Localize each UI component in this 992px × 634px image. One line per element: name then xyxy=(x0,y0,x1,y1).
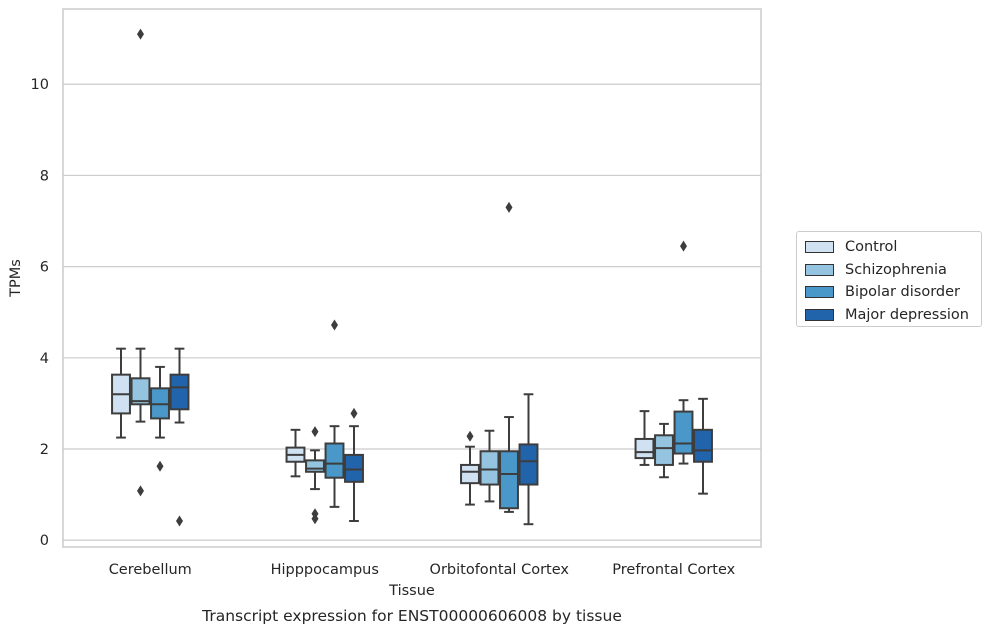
x-axis-label: Tissue xyxy=(388,583,435,599)
legend-swatch xyxy=(805,308,834,321)
box-3-3 xyxy=(693,397,713,495)
x-tick-label: Hipppocampus xyxy=(271,562,379,578)
x-tick-label: Cerebellum xyxy=(109,562,192,578)
outlier-point xyxy=(466,430,474,442)
legend-swatch xyxy=(805,263,834,276)
outlier-point xyxy=(156,460,164,472)
legend-swatch xyxy=(805,286,834,299)
box-2-1 xyxy=(479,429,500,503)
box-1-2 xyxy=(324,319,345,508)
outlier-point xyxy=(680,240,687,252)
box-0-2 xyxy=(150,365,170,472)
box-iqr xyxy=(460,463,480,485)
legend-swatch xyxy=(805,241,834,254)
y-tick-label: 4 xyxy=(40,351,49,367)
box-iqr xyxy=(130,377,151,406)
box-iqr xyxy=(499,450,519,510)
box-groups xyxy=(111,28,713,527)
y-tick-label: 10 xyxy=(31,77,49,93)
box-iqr xyxy=(344,453,364,483)
outlier-point xyxy=(311,426,319,438)
legend-label: Bipolar disorder xyxy=(845,284,960,301)
outlier-point xyxy=(137,28,144,40)
box-2-2 xyxy=(499,201,519,513)
box-iqr xyxy=(324,442,345,479)
legend-item: Major depression xyxy=(805,304,981,327)
box-1-0 xyxy=(285,428,306,478)
legend-item: Schizophrenia xyxy=(805,259,981,282)
y-tick-label: 0 xyxy=(40,533,49,549)
legend-label: Major depression xyxy=(845,306,969,323)
box-2-3 xyxy=(518,393,539,526)
box-1-1 xyxy=(305,426,325,525)
legend-label: Schizophrenia xyxy=(845,261,947,278)
y-axis-label: TPMs xyxy=(8,259,24,298)
outlier-point xyxy=(176,515,183,527)
box-1-3 xyxy=(344,407,364,523)
box-iqr xyxy=(654,434,674,466)
box-3-1 xyxy=(654,422,674,479)
y-tick-label: 2 xyxy=(40,442,49,458)
box-iqr xyxy=(305,459,325,473)
box-0-3 xyxy=(169,347,190,527)
y-tick-labels: 0 2 4 6 8 10 xyxy=(31,77,49,549)
outlier-point xyxy=(331,319,338,331)
x-tick-labels: Cerebellum Hipppocampus Orbitofontal Corte… xyxy=(109,562,736,578)
chart-caption: Transcript expression for ENST0000060600… xyxy=(201,607,622,625)
box-2-0 xyxy=(460,430,480,506)
box-iqr xyxy=(634,437,655,460)
box-3-2 xyxy=(673,240,694,465)
x-tick-label: Prefrontal Cortex xyxy=(612,562,735,578)
box-0-0 xyxy=(111,347,131,439)
plot-frame xyxy=(62,8,762,548)
box-0-1 xyxy=(130,28,151,497)
outlier-point xyxy=(311,513,319,525)
box-iqr xyxy=(518,443,539,486)
box-iqr xyxy=(673,410,694,455)
y-tick-label: 6 xyxy=(40,260,49,276)
legend-label: Control xyxy=(845,239,898,256)
outlier-point xyxy=(350,407,358,419)
box-iqr xyxy=(479,450,500,486)
outlier-point xyxy=(505,201,513,213)
box-3-0 xyxy=(634,410,655,466)
grid-lines xyxy=(63,83,761,541)
box-iqr xyxy=(169,373,190,411)
legend-item: Control xyxy=(805,236,981,259)
x-tick-label: Orbitofontal Cortex xyxy=(430,562,570,578)
legend-item: Bipolar disorder xyxy=(805,281,981,304)
box-iqr xyxy=(693,428,713,463)
outlier-point xyxy=(137,485,144,497)
y-tick-label: 8 xyxy=(40,168,49,184)
legend: Control Schizophrenia Bipolar disorder Majo… xyxy=(796,231,982,327)
